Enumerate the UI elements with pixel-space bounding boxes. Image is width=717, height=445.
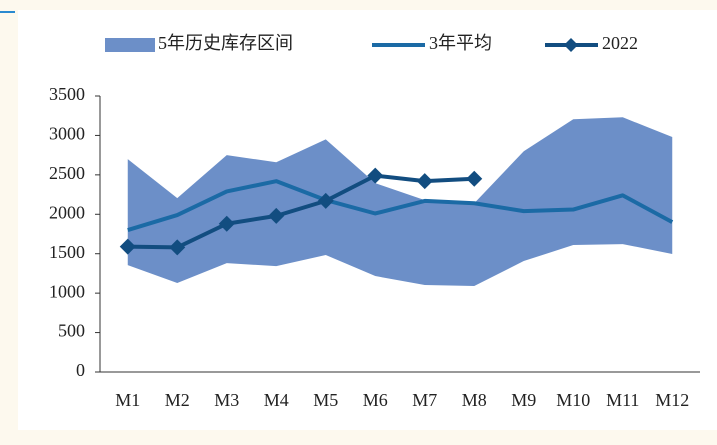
x-tick-label: M4 [264, 390, 289, 410]
x-tick-label: M10 [556, 390, 590, 410]
marker [466, 170, 483, 187]
x-tick-label: M5 [313, 390, 338, 410]
marker [268, 207, 285, 224]
x-tick-label: M1 [115, 390, 140, 410]
x-tick-label: M3 [214, 390, 239, 410]
marker [169, 239, 186, 256]
legend-label: 2022 [602, 33, 638, 53]
line [127, 179, 674, 232]
legend-label: 3年平均 [429, 33, 492, 53]
y-tick-label: 2500 [49, 163, 85, 183]
y-tick-label: 0 [76, 360, 85, 380]
marker [218, 215, 235, 232]
x-tick-label: M2 [165, 390, 190, 410]
y-tick-label: 500 [58, 321, 85, 341]
y-tick-label: 1500 [49, 242, 85, 262]
y-tick-label: 1000 [49, 281, 85, 301]
marker [317, 192, 334, 209]
x-tick-label: M7 [412, 390, 437, 410]
x-tick-label: M9 [511, 390, 536, 410]
marker [416, 173, 433, 190]
line [127, 173, 475, 250]
legend-marker [564, 38, 578, 52]
x-tick-label: M8 [462, 390, 487, 410]
x-tick-label: M12 [655, 390, 689, 410]
y-tick-label: 3000 [49, 124, 85, 144]
x-tick-label: M11 [606, 390, 639, 410]
y-tick-label: 2000 [49, 202, 85, 222]
marker [367, 167, 384, 184]
x-tick-label: M6 [363, 390, 388, 410]
range-band [127, 117, 673, 287]
legend-swatch [105, 38, 155, 52]
y-tick-label: 3500 [49, 84, 85, 104]
legend-label: 5年历史库存区间 [158, 33, 293, 53]
marker [119, 238, 136, 255]
